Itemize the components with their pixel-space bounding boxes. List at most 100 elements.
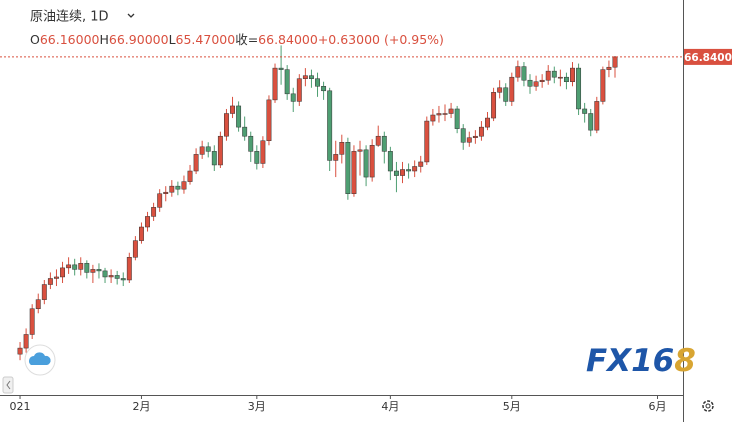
candle-body xyxy=(351,151,357,194)
candle-body xyxy=(126,257,132,281)
candle-body xyxy=(357,149,363,152)
candle-body xyxy=(387,151,393,172)
candle-body xyxy=(418,161,424,167)
candle-body xyxy=(582,108,588,114)
candle-body xyxy=(102,270,108,278)
symbol-title[interactable]: 原油连续, 1D xyxy=(30,9,109,25)
candle-body xyxy=(369,145,375,178)
candle-body xyxy=(217,135,223,166)
candle-body xyxy=(108,275,114,278)
candle-body xyxy=(406,169,412,172)
candle-body xyxy=(503,87,509,102)
candle-body xyxy=(29,308,35,335)
last-price-label: 66.8400 xyxy=(684,52,732,64)
candle-body xyxy=(278,67,284,70)
candle-body xyxy=(78,263,84,270)
candle-body xyxy=(315,78,320,87)
candle-body xyxy=(114,275,120,279)
x-tick-label: 021 xyxy=(10,400,31,413)
candle-body xyxy=(260,140,266,164)
candle-body xyxy=(576,67,582,110)
candle-body xyxy=(296,78,302,102)
candle-body xyxy=(120,278,126,281)
x-tick-label: 3月 xyxy=(248,400,266,413)
ohlc-value: 65.47000 xyxy=(176,32,236,47)
candle-body xyxy=(557,76,563,79)
ohlc-value: 66.90000 xyxy=(109,32,169,47)
candle-body xyxy=(236,105,242,128)
candle-body xyxy=(339,142,345,155)
candle-body xyxy=(199,146,205,155)
candle-body xyxy=(551,70,557,78)
candle-body xyxy=(485,117,490,128)
ohlc-legend: O66.16000H66.90000L65.47000收=66.84000+0.… xyxy=(30,32,444,47)
candle-body xyxy=(284,69,290,95)
candle-body xyxy=(606,66,612,70)
candle-body xyxy=(491,92,497,119)
watermark-part: 8 xyxy=(674,343,696,379)
candle-body xyxy=(412,166,418,172)
candle-body xyxy=(527,79,533,87)
candle-body xyxy=(436,113,442,116)
candle-body xyxy=(600,69,606,102)
candle-body xyxy=(187,170,193,182)
ohlc-text: O66.16000H66.90000L65.47000收=66.84000+0.… xyxy=(30,32,444,47)
ohlc-value: 66.84000 xyxy=(258,32,318,47)
candle-body xyxy=(290,93,296,102)
candle-body xyxy=(515,66,521,78)
candle-body xyxy=(54,276,59,279)
candle-body xyxy=(497,87,503,93)
candle-body xyxy=(563,76,569,82)
candle-body xyxy=(448,108,454,114)
ohlc-label: 收= xyxy=(235,32,258,47)
candle-body xyxy=(375,135,381,146)
candle-body xyxy=(139,226,144,241)
candle-body xyxy=(211,151,217,166)
settings-icon[interactable] xyxy=(702,400,714,412)
candle-body xyxy=(41,284,47,300)
candle-body xyxy=(205,146,211,152)
candle-body xyxy=(254,151,260,164)
chevron-icon[interactable] xyxy=(127,13,135,18)
candle-body xyxy=(393,170,399,176)
candle-body xyxy=(132,240,138,258)
watermark-text: FX168 xyxy=(586,343,696,379)
candle-body xyxy=(163,191,169,194)
candle-body xyxy=(242,126,248,137)
candle-body xyxy=(17,347,23,355)
candle-body xyxy=(175,185,181,190)
candle-body xyxy=(345,142,351,194)
candle-body xyxy=(400,169,405,176)
candle-body xyxy=(472,135,478,138)
x-tick-label: 5月 xyxy=(503,400,521,413)
candle-body xyxy=(224,113,229,137)
candle-body xyxy=(588,113,594,131)
scroll-left-button[interactable] xyxy=(2,376,14,394)
candle-body xyxy=(66,264,72,269)
candle-body xyxy=(533,81,539,87)
candle-body xyxy=(145,216,150,228)
candle-body xyxy=(539,79,545,82)
candle-body xyxy=(193,154,199,172)
candle-body xyxy=(157,193,163,208)
candle-body xyxy=(230,105,235,114)
ohlc-value: +0.63000 (+0.95%) xyxy=(318,32,444,47)
candle-body xyxy=(594,101,600,131)
candle-body xyxy=(96,269,102,272)
candle-body xyxy=(424,120,430,163)
x-tick-label: 6月 xyxy=(649,400,667,413)
candle-body xyxy=(521,66,527,81)
candle-body xyxy=(84,263,90,273)
candle-body xyxy=(60,267,65,278)
candle-body xyxy=(23,334,29,349)
candle-body xyxy=(333,154,339,161)
candle-body xyxy=(181,181,187,190)
candle-body xyxy=(570,67,575,82)
candle-body xyxy=(466,137,472,143)
candle-body xyxy=(35,299,41,309)
x-tick-label: 4月 xyxy=(381,400,399,413)
candle-body xyxy=(308,75,314,79)
candle-body xyxy=(478,126,484,137)
candle-body xyxy=(47,278,53,285)
